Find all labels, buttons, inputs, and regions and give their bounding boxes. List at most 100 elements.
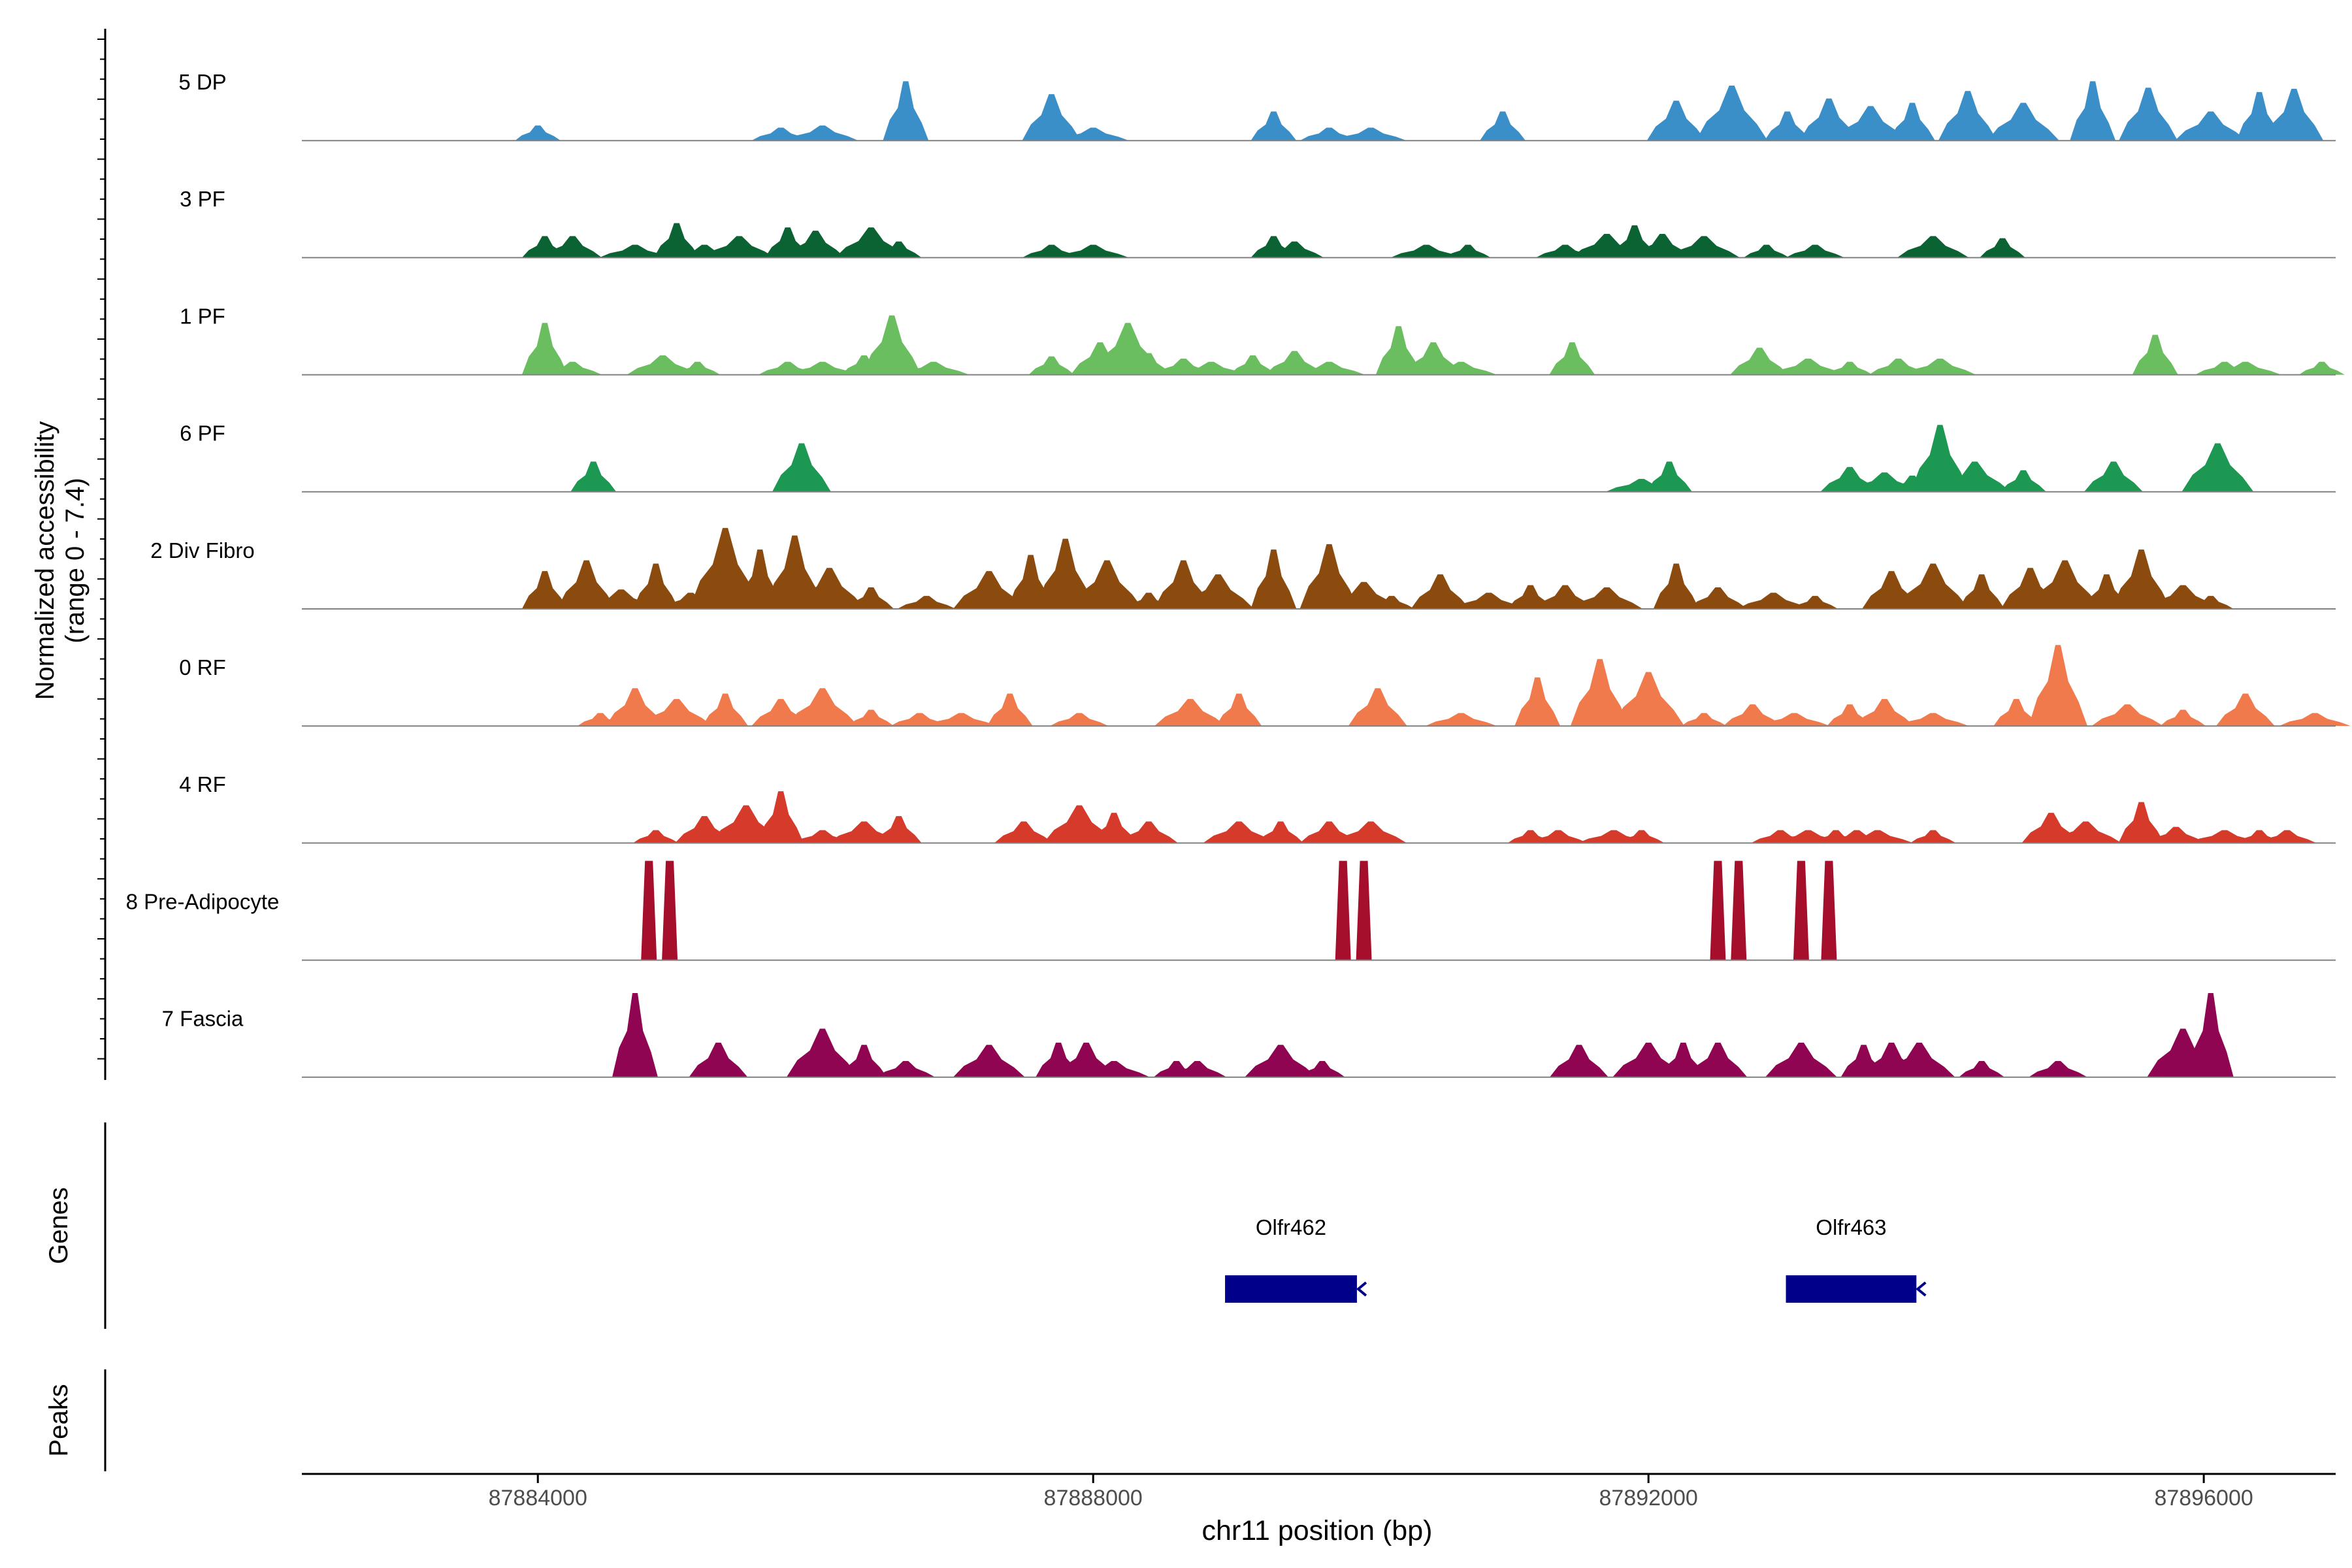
- coverage-peak: [1688, 587, 1748, 609]
- coverage-peak: [1549, 1045, 1609, 1077]
- coverage-peak: [1987, 103, 2059, 141]
- coverage-peak: [1730, 348, 1789, 375]
- coverage-peak: [1959, 1061, 2005, 1077]
- track-8: 8 Pre-Adipocyte: [126, 860, 2336, 961]
- x-tick-label: 87892000: [1599, 1486, 1698, 1511]
- coverage-peak: [2187, 596, 2234, 609]
- coverage-peak: [1265, 241, 1324, 258]
- coverage-peak: [1821, 860, 1837, 960]
- coverage-tracks: 5 DP 3 PF 1 PF 6 PF 2 Div Fibro 0 RF 4 RF 8 Pre…: [126, 70, 2351, 1078]
- coverage-peak: [1168, 1061, 1227, 1077]
- coverage-peak: [1425, 361, 1497, 375]
- coverage-peak: [598, 244, 671, 258]
- gene-body: [1225, 1275, 1357, 1303]
- coverage-peak: [1793, 860, 1809, 960]
- coverage-peak: [1772, 358, 1844, 375]
- coverage-peak: [862, 315, 922, 375]
- x-tick-label: 87888000: [1044, 1486, 1143, 1511]
- coverage-peak: [1403, 342, 1463, 375]
- track-label: 8 Pre-Adipocyte: [126, 889, 280, 913]
- coverage-peak: [612, 992, 658, 1077]
- coverage-peak: [1230, 355, 1276, 375]
- coverage-peak: [786, 1028, 858, 1077]
- coverage-peak: [2146, 826, 2206, 843]
- coverage-peak: [1514, 677, 1561, 727]
- coverage-peak: [543, 361, 602, 375]
- coverage-peak: [1910, 830, 1956, 843]
- coverage-peak: [653, 223, 700, 258]
- coverage-peak: [1841, 830, 1914, 843]
- coverage-peak: [1452, 593, 1525, 609]
- coverage-peak: [1028, 356, 1075, 375]
- coverage-peak: [994, 821, 1053, 843]
- gene-body: [1786, 1275, 1917, 1303]
- coverage-peak: [786, 231, 845, 258]
- track-2: 3 PF: [180, 187, 2336, 259]
- coverage-peak: [875, 241, 922, 258]
- coverage-peak: [1653, 563, 1699, 609]
- coverage-peak: [1786, 244, 1845, 258]
- coverage-peak: [953, 1045, 1025, 1077]
- coverage-peak: [1571, 587, 1643, 609]
- coverage-peak: [1710, 860, 1726, 960]
- coverage-peak: [897, 361, 970, 375]
- coverage-peak: [765, 535, 825, 609]
- track-label: 5 DP: [178, 70, 226, 94]
- coverage-peak: [557, 560, 616, 609]
- track-4: 6 PF: [180, 421, 2336, 493]
- coverage-peak: [543, 236, 602, 258]
- coverage-peak: [1022, 94, 1081, 141]
- coverage-peak: [953, 571, 1025, 609]
- coverage-peak: [1250, 549, 1297, 609]
- coverage-peak: [521, 571, 568, 609]
- coverage-peak: [786, 125, 858, 141]
- peaks-panel-label: Peaks: [44, 1384, 73, 1456]
- coverage-peak: [1646, 101, 1706, 141]
- coverage-peak: [2029, 1061, 2088, 1077]
- coverage-peak: [1835, 106, 1907, 141]
- track-7: 4 RF: [179, 772, 2336, 844]
- coverage-peak: [897, 596, 956, 609]
- coverage-peak: [1425, 713, 1497, 727]
- coverage-peak: [2029, 645, 2088, 727]
- coverage-peak: [2119, 88, 2178, 141]
- coverage-peak: [1335, 821, 1407, 843]
- coverage-peak: [2257, 830, 2317, 843]
- y-axis-title-line2: (range 0 - 7.4): [61, 478, 90, 643]
- coverage-peak: [1959, 574, 2005, 609]
- coverage-peak: [1758, 713, 1831, 727]
- track-1: 5 DP: [178, 70, 2336, 142]
- track-label: 7 Fascia: [162, 1007, 244, 1031]
- coverage-peak: [1883, 1042, 1955, 1077]
- coverage-peak: [1036, 538, 1095, 609]
- coverage-peak: [1723, 704, 1782, 727]
- strand-arrow: [1916, 1281, 1927, 1297]
- coverage-peak: [1250, 111, 1297, 141]
- coverage-peak: [1216, 693, 1262, 727]
- coverage-peak: [925, 713, 998, 727]
- coverage-peak: [1299, 1061, 1345, 1077]
- coverage-peak: [1049, 713, 1109, 727]
- coverage-peak: [2029, 560, 2101, 609]
- coverage-peak: [2215, 693, 2275, 727]
- coverage-peak: [1827, 361, 1873, 375]
- x-axis-title: chr11 position (bp): [1202, 1515, 1433, 1546]
- coverage-peak: [2132, 335, 2178, 375]
- coverage-peak: [1335, 127, 1407, 141]
- coverage-peak: [1765, 1042, 1837, 1077]
- coverage-peak: [515, 125, 561, 141]
- coverage-peak: [632, 563, 679, 609]
- track-9: 7 Fascia: [162, 992, 2336, 1078]
- coverage-peak: [1743, 244, 1789, 258]
- coverage-peak: [1646, 461, 1693, 492]
- coverage-peak: [1091, 813, 1137, 843]
- coverage-peak: [662, 860, 678, 960]
- coverage-peak: [2264, 88, 2324, 141]
- coverage-peak: [1154, 698, 1226, 727]
- coverage-peak: [1057, 127, 1130, 141]
- x-tick-label: 87896000: [2154, 1486, 2253, 1511]
- coverage-peak: [1078, 1061, 1151, 1077]
- track-3: 1 PF: [180, 304, 2345, 376]
- coverage-peak: [1390, 244, 1463, 258]
